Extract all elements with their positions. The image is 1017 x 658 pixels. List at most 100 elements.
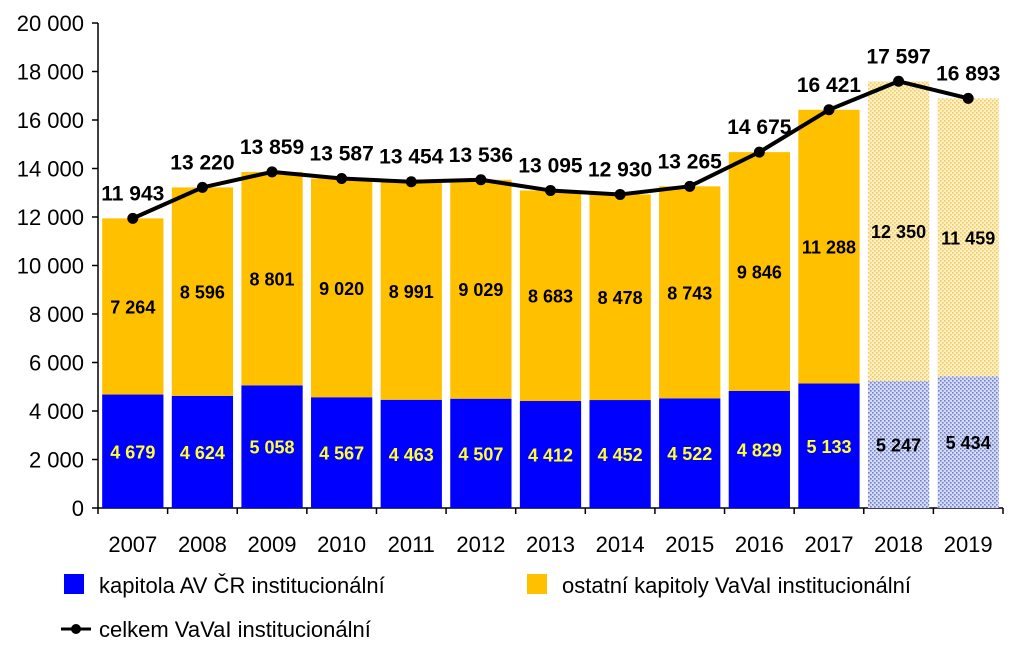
total-line-marker xyxy=(475,174,487,186)
total-value-label: 13 454 xyxy=(379,146,444,169)
bar-segment-kapitola xyxy=(728,390,790,508)
bar-value-label: 9 846 xyxy=(737,263,782,283)
legend-label-ostatni: ostatní kapitoly VaVaI institucionální xyxy=(562,573,911,598)
total-line-marker xyxy=(545,184,556,196)
bar-segment-ostatni xyxy=(589,194,651,401)
bar-segment-kapitola xyxy=(798,383,860,508)
x-tick-label: 2016 xyxy=(735,532,784,557)
x-tick-label: 2010 xyxy=(317,532,366,557)
bar-segment-ostatni xyxy=(241,171,303,386)
total-line-marker xyxy=(127,212,139,224)
total-value-label: 13 220 xyxy=(170,151,234,174)
bar-segment-kapitola xyxy=(102,394,164,508)
y-tick-label: 8 000 xyxy=(29,302,84,327)
total-line-marker xyxy=(196,181,208,193)
bar-segment-ostatni xyxy=(728,152,790,391)
y-tick-label: 0 xyxy=(72,496,84,521)
bar-segment-kapitola xyxy=(867,380,930,508)
total-value-label: 16 893 xyxy=(936,62,1000,85)
y-tick-label: 10 000 xyxy=(17,254,84,279)
bar-value-label: 11 288 xyxy=(802,238,856,258)
bar-segment-kapitola xyxy=(659,398,721,508)
total-line xyxy=(127,75,974,224)
bar-segment-kapitola xyxy=(589,400,651,508)
bar-labels: 4 679 7 264 4 624 8 596 5 058 8 801 4 567 9 020… xyxy=(110,222,995,465)
bar-value-label: 7 264 xyxy=(110,297,155,317)
y-tick-label: 14 000 xyxy=(17,157,84,182)
bar-value-label: 8 683 xyxy=(528,287,573,307)
total-value-label: 16 421 xyxy=(797,74,862,97)
bar-segment-kapitola xyxy=(241,385,303,508)
bar-value-label: 4 829 xyxy=(737,440,782,460)
bar-value-label: 8 478 xyxy=(598,288,643,308)
x-tick-label: 2018 xyxy=(874,532,923,557)
y-tick-label: 12 000 xyxy=(17,205,84,230)
total-line-marker xyxy=(684,180,696,192)
bar-segment-ostatni xyxy=(867,81,930,381)
bar-value-label: 8 743 xyxy=(667,283,712,303)
total-value-label: 13 536 xyxy=(449,144,513,167)
total-value-label: 12 930 xyxy=(588,158,652,181)
bar-value-label: 9 029 xyxy=(458,280,503,300)
x-tick-label: 2013 xyxy=(526,532,575,557)
legend-line-marker xyxy=(71,624,81,634)
bar-segment-ostatni xyxy=(380,181,442,400)
bar-segment-kapitola xyxy=(450,398,512,508)
bar-segment-kapitola xyxy=(171,395,234,508)
x-tick-label: 2019 xyxy=(944,532,993,557)
x-tick-label: 2007 xyxy=(108,532,157,557)
bar-value-label: 9 020 xyxy=(319,279,364,299)
x-tick-label: 2015 xyxy=(665,532,714,557)
bar-value-label: 11 459 xyxy=(941,228,995,248)
total-line-marker xyxy=(893,75,905,87)
legend-swatch-ostatni xyxy=(527,574,547,594)
bar-segment-ostatni xyxy=(937,98,999,377)
bar-segment-ostatni xyxy=(171,187,234,396)
bar-value-label: 4 522 xyxy=(667,444,712,464)
y-axis: 0 2 000 4 000 6 000 8 000 10 000 12 000 14 000 1… xyxy=(17,11,99,521)
bar-segment-ostatni xyxy=(659,186,721,399)
bar-value-label: 4 679 xyxy=(110,442,155,462)
bar-segment-ostatni xyxy=(798,109,860,384)
bar-segment-ostatni xyxy=(450,179,512,399)
x-tick-label: 2017 xyxy=(804,532,853,557)
bar-value-label: 12 350 xyxy=(871,222,926,242)
bar-segment-kapitola xyxy=(519,401,582,508)
y-tick-label: 4 000 xyxy=(29,399,84,424)
x-tick-label: 2012 xyxy=(456,532,505,557)
legend: kapitola AV ČR institucionální ostatní k… xyxy=(61,573,911,642)
bar-value-label: 4 452 xyxy=(598,445,643,465)
legend-swatch-kapitola xyxy=(64,574,84,594)
legend-label-celkem: celkem VaVaI institucionální xyxy=(99,617,371,642)
bar-value-label: 8 596 xyxy=(180,283,225,303)
bar-value-label: 5 247 xyxy=(876,435,921,455)
bar-value-label: 5 058 xyxy=(250,438,295,458)
total-labels: 11 943 13 220 13 859 13 587 13 454 13 536 13 0… xyxy=(101,45,1000,205)
bar-value-label: 8 801 xyxy=(250,270,295,290)
bar-segment-ostatni xyxy=(519,190,582,402)
x-tick-label: 2014 xyxy=(596,532,645,557)
total-line-marker xyxy=(962,92,974,104)
y-tick-label: 20 000 xyxy=(17,11,84,36)
bar-value-label: 4 412 xyxy=(528,446,573,466)
bar-value-label: 5 434 xyxy=(946,433,991,453)
total-value-label: 13 095 xyxy=(518,154,583,177)
total-line-marker xyxy=(336,173,348,185)
total-value-label: 13 587 xyxy=(310,143,374,166)
total-value-label: 13 265 xyxy=(658,150,723,173)
y-tick-label: 2 000 xyxy=(29,448,84,473)
total-line-marker xyxy=(823,104,835,116)
total-value-label: 14 675 xyxy=(727,116,792,139)
total-line-marker xyxy=(614,188,626,200)
y-tick-label: 16 000 xyxy=(17,108,84,133)
total-line-marker xyxy=(753,146,765,158)
bar-value-label: 5 133 xyxy=(806,437,851,457)
total-value-label: 17 597 xyxy=(866,45,930,68)
bar-value-label: 4 463 xyxy=(389,445,434,465)
bar-value-label: 8 991 xyxy=(389,282,434,302)
bars xyxy=(102,81,999,508)
total-value-label: 11 943 xyxy=(101,182,164,205)
y-tick-label: 6 000 xyxy=(29,351,84,376)
bar-segment-ostatni xyxy=(102,218,164,395)
